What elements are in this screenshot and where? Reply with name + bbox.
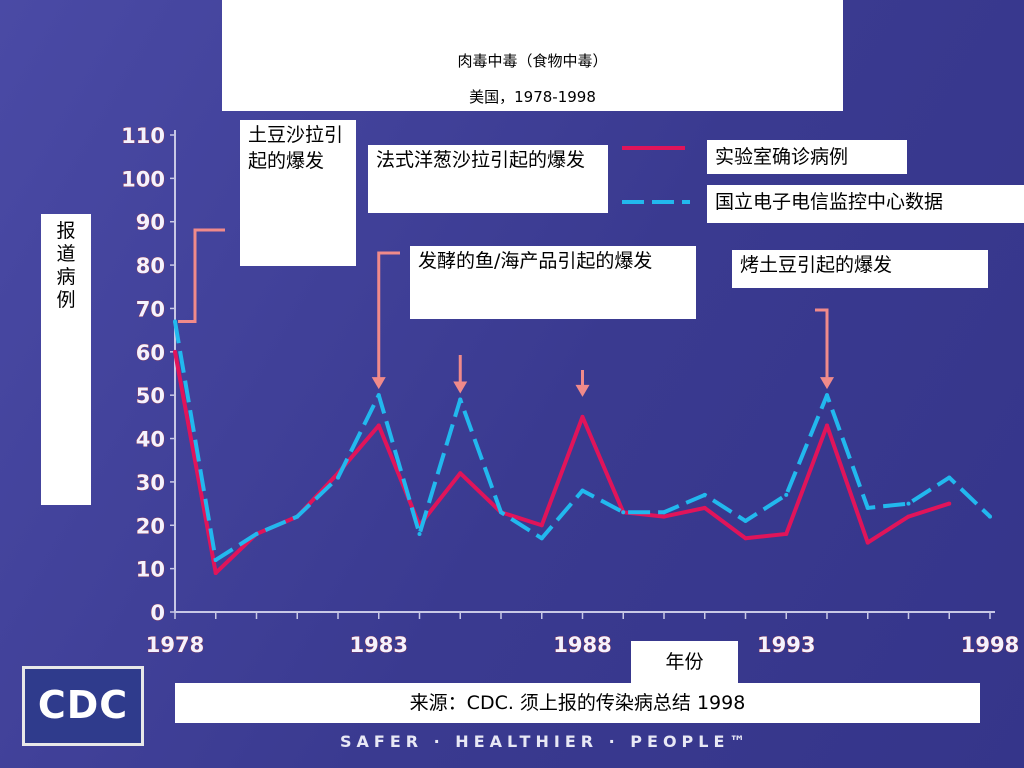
- chart-subtitle: 美国，1978-1998: [469, 88, 596, 106]
- nedss-point: [336, 475, 340, 480]
- lab-point: [865, 540, 870, 545]
- outbreak-arrows: [178, 228, 834, 397]
- chart-tick-labels: 0 10 20 30 40 50 60 70 80 90 100 110 1978 1983 1988 199…: [121, 124, 1020, 658]
- x-tick-label: 1983: [350, 633, 408, 657]
- nedss-point: [865, 505, 870, 510]
- x-tick-label: 1998: [961, 633, 1019, 657]
- arrow-baked-potato: [815, 308, 829, 380]
- y-tick-label: 10: [136, 558, 165, 582]
- nedss-point: [295, 514, 300, 519]
- lab-point: [580, 414, 585, 419]
- y-tick-label: 70: [136, 297, 165, 321]
- y-tick-label: 50: [136, 384, 165, 408]
- nedss-point: [743, 518, 748, 523]
- chart-title: 肉毒中毒（食物中毒）: [457, 52, 608, 70]
- lab-point: [458, 471, 463, 476]
- nedss-point: [213, 557, 218, 562]
- annotation-baked-potato: 烤土豆引起的爆发: [732, 250, 988, 288]
- arrow-head: [371, 377, 386, 390]
- arrow-potato-salad: [178, 228, 225, 323]
- x-tick-label: 1978: [146, 633, 204, 657]
- nedss-point: [825, 393, 829, 398]
- y-tick-label: 20: [136, 514, 165, 538]
- nedss-point: [376, 393, 381, 398]
- nedss-point: [580, 488, 585, 493]
- source-note: 来源：CDC. 须上报的传染病总结 1998: [175, 683, 980, 723]
- lab-point: [947, 501, 952, 506]
- lab-point: [825, 423, 829, 428]
- y-tick-label: 80: [136, 254, 165, 278]
- nedss-point: [702, 492, 707, 497]
- title-box: 肉毒中毒（食物中毒） 美国，1978-1998: [222, 0, 843, 111]
- nedss-point: [458, 397, 463, 402]
- x-axis-label: 年份: [631, 641, 738, 683]
- nedss-point: [784, 492, 789, 497]
- series-nedss-line: [173, 321, 992, 562]
- nedss-point: [906, 501, 911, 506]
- chart-axes: [170, 130, 995, 619]
- lab-point: [173, 349, 177, 354]
- nedss-point: [988, 514, 992, 519]
- y-tick-label: 60: [136, 341, 165, 365]
- y-axis-label-box: 报道病例: [41, 214, 91, 505]
- y-tick-label: 30: [136, 471, 165, 495]
- lab-point: [539, 523, 544, 528]
- legend-entry-nedss: 国立电子电信监控中心数据: [707, 185, 1024, 223]
- nedss-point: [417, 531, 422, 536]
- lab-point: [906, 514, 911, 519]
- cdc-logo: CDC: [22, 666, 144, 746]
- y-tick-label: 90: [136, 211, 165, 235]
- y-tick-label: 0: [150, 601, 165, 625]
- arrow-head: [820, 377, 834, 390]
- chart-series: [173, 319, 992, 575]
- nedss-point: [662, 510, 666, 515]
- arrow-head: [575, 384, 590, 397]
- lab-point: [376, 423, 381, 428]
- x-tick-label: 1993: [757, 633, 815, 657]
- y-axis-label: 报道病例: [56, 220, 76, 311]
- lab-point: [213, 570, 218, 575]
- nedss-point: [947, 475, 952, 480]
- legend-entry-lab: 实验室确诊病例: [707, 140, 907, 174]
- nedss-point: [499, 510, 503, 515]
- lab-point: [702, 505, 707, 510]
- x-tick-label: 1988: [553, 633, 611, 657]
- annotation-potato-salad: 土豆沙拉引起的爆发: [240, 120, 356, 266]
- lab-point: [784, 531, 789, 536]
- arrow-french-onion: [377, 251, 400, 380]
- legend-swatches: [622, 146, 690, 204]
- nedss-point: [621, 510, 626, 515]
- annotation-fermented-fish: 发酵的鱼/海产品引起的爆发: [410, 246, 696, 319]
- nedss-point: [254, 531, 259, 536]
- arrow-head: [453, 381, 468, 394]
- nedss-point: [173, 319, 177, 324]
- nedss-point: [539, 536, 544, 541]
- series-lab-line: [173, 351, 950, 575]
- y-tick-label: 100: [121, 167, 165, 191]
- y-tick-label: 110: [121, 124, 165, 148]
- tagline: SAFER · HEALTHIER · PEOPLE™: [340, 732, 751, 751]
- lab-point: [743, 536, 748, 541]
- annotation-french-onion: 法式洋葱沙拉引起的爆发: [368, 145, 608, 213]
- lab-point: [662, 514, 666, 519]
- y-tick-label: 40: [136, 428, 165, 452]
